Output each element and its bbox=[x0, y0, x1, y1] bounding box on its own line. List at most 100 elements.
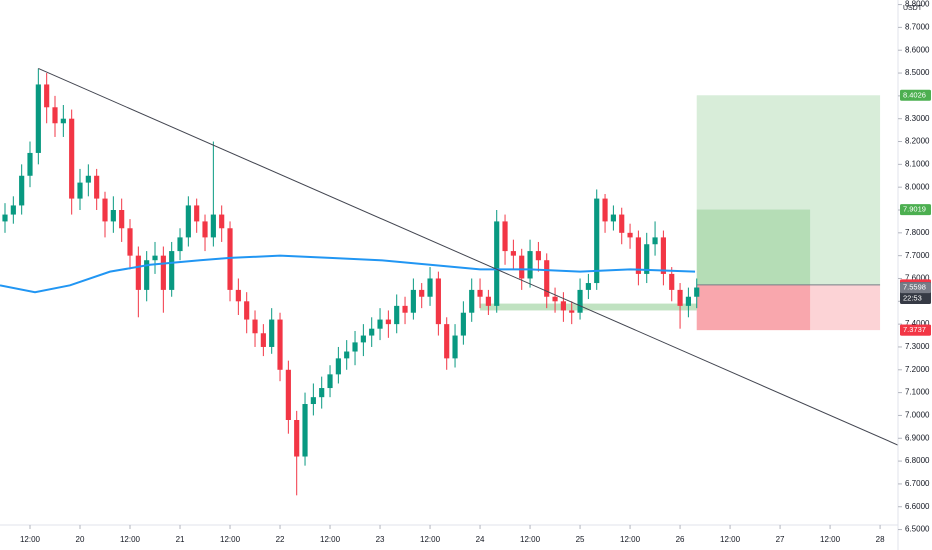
candle-body bbox=[169, 251, 175, 290]
candle-body bbox=[44, 84, 50, 108]
candle-body bbox=[77, 182, 83, 199]
y-tick-label: 7.2000 bbox=[905, 365, 930, 374]
candle-body bbox=[244, 301, 250, 320]
y-tick-label: 6.6000 bbox=[905, 502, 930, 511]
y-tick-label: 8.6000 bbox=[905, 45, 930, 54]
candle-body bbox=[427, 278, 433, 297]
price-label: 8.4026 bbox=[903, 90, 926, 99]
y-tick-label: 7.1000 bbox=[905, 388, 930, 397]
trendline bbox=[38, 68, 898, 446]
candle-body bbox=[660, 237, 666, 274]
candle-body bbox=[252, 319, 258, 334]
candle-body bbox=[160, 255, 166, 290]
candle-body bbox=[335, 358, 341, 375]
x-tick-label: 12:00 bbox=[520, 535, 541, 544]
y-tick-label: 7.6000 bbox=[905, 274, 930, 283]
y-tick-label: 7.8000 bbox=[905, 228, 930, 237]
candle-body bbox=[510, 251, 516, 256]
candle-body bbox=[219, 214, 225, 229]
y-tick-label: 8.2000 bbox=[905, 137, 930, 146]
candle-body bbox=[135, 255, 141, 290]
candle-body bbox=[444, 324, 450, 359]
x-tick-label: 12:00 bbox=[220, 535, 241, 544]
candle-body bbox=[269, 319, 275, 347]
y-tick-label: 8.7000 bbox=[905, 23, 930, 32]
x-tick-label: 12:00 bbox=[620, 535, 641, 544]
y-tick-label: 7.3000 bbox=[905, 342, 930, 351]
price-label: 7.5598 bbox=[903, 283, 926, 292]
candle-body bbox=[110, 210, 116, 222]
candle-body bbox=[27, 152, 33, 176]
x-tick-label: 25 bbox=[576, 535, 585, 544]
candle-body bbox=[527, 251, 533, 279]
x-tick-label: 22 bbox=[276, 535, 285, 544]
x-tick-label: 23 bbox=[376, 535, 385, 544]
x-tick-label: 26 bbox=[676, 535, 685, 544]
y-tick-label: 6.5000 bbox=[905, 525, 930, 534]
candle-body bbox=[394, 305, 400, 325]
candle-body bbox=[302, 404, 308, 457]
price-label-box bbox=[900, 204, 931, 216]
y-tick-label: 7.4000 bbox=[905, 319, 930, 328]
y-tick-label: 6.8000 bbox=[905, 456, 930, 465]
price-label-box bbox=[900, 89, 931, 101]
candle-body bbox=[577, 289, 583, 313]
countdown-label: 22:53 bbox=[903, 294, 922, 303]
candle-body bbox=[235, 289, 241, 302]
candle-body bbox=[369, 328, 375, 336]
candle-body bbox=[60, 118, 66, 124]
candle-body bbox=[94, 175, 100, 199]
x-tick-label: 27 bbox=[776, 535, 785, 544]
x-tick-label: 24 bbox=[476, 535, 485, 544]
candle-body bbox=[35, 84, 41, 153]
candle-body bbox=[344, 351, 350, 359]
candle-body bbox=[652, 237, 658, 245]
y-tick-label: 7.0000 bbox=[905, 411, 930, 420]
x-tick-label: 12:00 bbox=[120, 535, 141, 544]
x-tick-label: 12:00 bbox=[20, 535, 41, 544]
candle-body bbox=[327, 374, 333, 389]
candle-body bbox=[260, 333, 266, 347]
price-label-box bbox=[900, 324, 931, 336]
candle-body bbox=[144, 260, 150, 290]
candle-body bbox=[677, 289, 683, 306]
plot-area bbox=[0, 68, 898, 496]
candle-body bbox=[544, 260, 550, 297]
candle-body bbox=[644, 244, 650, 274]
candle-body bbox=[635, 237, 641, 274]
candle-body bbox=[285, 369, 291, 420]
candle-body bbox=[452, 335, 458, 359]
candle-body bbox=[619, 214, 625, 233]
candle-body bbox=[152, 255, 158, 261]
candle-body bbox=[227, 228, 233, 290]
candle-body bbox=[560, 301, 566, 311]
candle-body bbox=[402, 305, 408, 313]
candle-body bbox=[360, 335, 366, 343]
y-tick-label: 7.7000 bbox=[905, 251, 930, 260]
candle-body bbox=[352, 342, 358, 352]
candle-body bbox=[485, 296, 491, 306]
candle-body bbox=[85, 175, 91, 183]
moving-average bbox=[0, 254, 696, 294]
candle-body bbox=[277, 319, 283, 370]
candle-body bbox=[69, 118, 75, 199]
candle-body bbox=[410, 289, 416, 313]
candle-body bbox=[52, 107, 58, 124]
y-tick-label: 8.3000 bbox=[905, 114, 930, 123]
candle-body bbox=[202, 221, 208, 238]
currency: USDT bbox=[903, 5, 923, 12]
profit-zone bbox=[696, 95, 881, 285]
candle-body bbox=[435, 278, 441, 325]
x-tick-label: 21 bbox=[176, 535, 185, 544]
y-tick-label: 8.0000 bbox=[905, 182, 930, 191]
candle-body bbox=[610, 214, 616, 222]
candle-body bbox=[210, 214, 216, 238]
y-tick-label: 8.1000 bbox=[905, 159, 930, 168]
candle-body bbox=[10, 205, 16, 215]
x-tick-label: 12:00 bbox=[420, 535, 441, 544]
candle-body bbox=[127, 228, 133, 256]
price-label: 7.9019 bbox=[903, 205, 926, 214]
candle-body bbox=[535, 251, 541, 261]
